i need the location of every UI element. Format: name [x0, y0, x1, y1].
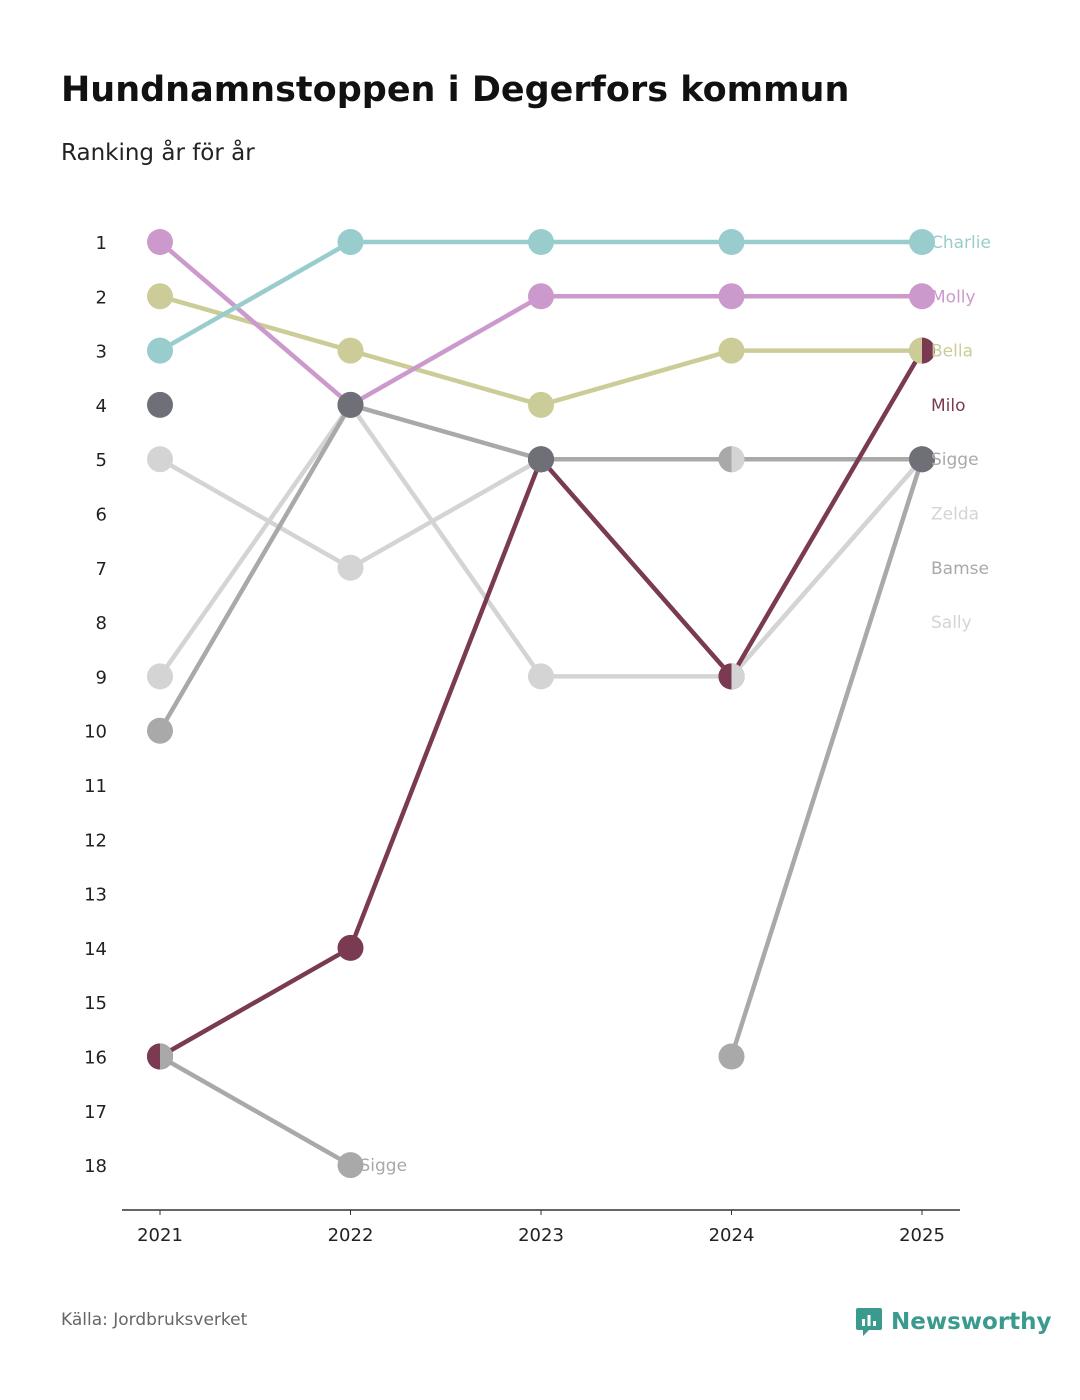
- data-point-bella: [718, 337, 745, 364]
- y-tick-label: 14: [84, 939, 107, 960]
- shared-point: [337, 391, 364, 418]
- shared-point: [528, 446, 554, 473]
- data-point-bella: [337, 337, 364, 364]
- end-label-bella: Bella: [931, 342, 973, 362]
- data-point-charlie: [147, 337, 173, 364]
- data-point-bamse: [337, 1152, 364, 1179]
- x-tick-label: 2022: [328, 1225, 374, 1246]
- y-tick-label: 5: [96, 450, 107, 471]
- series-line-molly: [157, 239, 925, 408]
- data-point-charlie: [337, 229, 364, 255]
- data-point-charlie: [909, 229, 935, 255]
- series-line-bella: [157, 294, 925, 408]
- y-tick-label: 18: [84, 1156, 107, 1177]
- x-tick-label: 2021: [137, 1225, 183, 1246]
- y-tick-label: 10: [84, 722, 107, 743]
- data-point-milo: [337, 934, 364, 961]
- end-label-sally: Sally: [931, 613, 972, 633]
- x-tick-label: 2025: [899, 1225, 945, 1246]
- shared-point-right-half: [160, 1043, 173, 1070]
- y-tick-label: 4: [96, 396, 107, 417]
- y-tick-label: 15: [84, 993, 107, 1014]
- data-point-molly: [718, 283, 745, 310]
- y-tick-label: 7: [96, 559, 107, 580]
- source-note: Källa: Jordbruksverket: [61, 1310, 248, 1330]
- shared-point: [147, 391, 173, 418]
- series-line-zelda: [157, 456, 925, 679]
- end-label-charlie: Charlie: [931, 233, 991, 253]
- data-point-charlie: [718, 229, 745, 255]
- y-tick-label: 13: [84, 885, 107, 906]
- brand-logo: Newsworthy: [855, 1306, 1052, 1338]
- shared-point-left-half: [909, 337, 922, 364]
- y-tick-label: 3: [96, 342, 107, 363]
- series-line-bamse: [157, 456, 925, 1168]
- brand-name: Newsworthy: [891, 1309, 1052, 1335]
- x-tick-label: 2023: [518, 1225, 564, 1246]
- y-tick-label: 1: [96, 233, 107, 254]
- shared-point-right-half: [922, 337, 936, 364]
- shared-point: [909, 446, 935, 473]
- y-tick-label: 17: [84, 1102, 107, 1123]
- data-point-bamse: [718, 1043, 745, 1070]
- shared-point-right-half: [731, 446, 745, 473]
- end-label-sigge: Sigge: [931, 450, 979, 470]
- data-point-zelda: [147, 446, 173, 473]
- shared-point-left-half: [718, 663, 732, 690]
- y-tick-label: 2: [96, 287, 107, 308]
- shared-point-left-half: [147, 1043, 160, 1070]
- annotation-label: Sigge: [360, 1156, 408, 1176]
- series-line-sally: [157, 402, 925, 679]
- end-label-milo: Milo: [931, 396, 966, 416]
- data-point-sally: [528, 663, 554, 690]
- chart-subtitle: Ranking år för år: [61, 140, 255, 166]
- data-point-molly: [528, 283, 554, 310]
- shared-point-left-half: [718, 446, 732, 473]
- end-label-zelda: Zelda: [931, 505, 979, 525]
- data-point-bella: [528, 391, 554, 418]
- data-point-sally: [147, 663, 173, 690]
- chart-title: Hundnamnstoppen i Degerfors kommun: [61, 70, 850, 110]
- data-point-sigge: [147, 717, 173, 744]
- y-tick-label: 6: [96, 505, 107, 526]
- y-tick-label: 8: [96, 613, 107, 634]
- newsworthy-icon: [856, 1308, 882, 1336]
- data-point-molly: [147, 229, 173, 255]
- end-label-bamse: Bamse: [931, 559, 989, 579]
- data-point-molly: [909, 283, 935, 310]
- end-label-molly: Molly: [931, 287, 976, 307]
- data-point-zelda: [337, 554, 364, 581]
- y-tick-label: 9: [96, 667, 107, 688]
- y-tick-label: 16: [84, 1048, 107, 1069]
- x-tick-label: 2024: [709, 1225, 755, 1246]
- shared-point-right-half: [731, 663, 745, 690]
- y-tick-label: 12: [84, 830, 107, 851]
- data-point-charlie: [528, 229, 554, 255]
- data-point-bella: [147, 283, 173, 310]
- y-tick-label: 11: [84, 776, 107, 797]
